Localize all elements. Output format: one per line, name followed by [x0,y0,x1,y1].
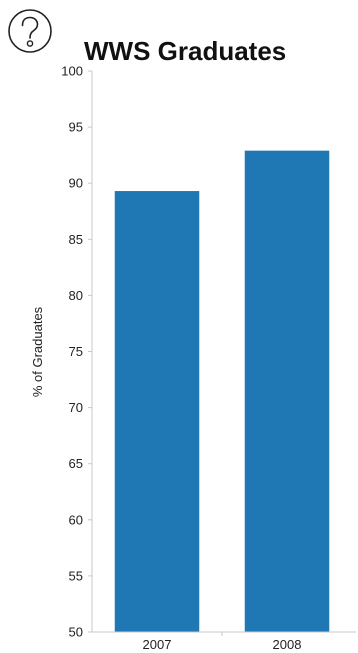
bar-2007[interactable] [114,191,200,632]
y-tick-label: 100 [61,64,83,79]
axes [91,71,356,633]
bar-2008[interactable] [244,150,330,633]
y-tick-label: 55 [69,568,83,583]
y-axis-label: % of Graduates [30,306,45,397]
x-tick-label: 2008 [273,637,302,652]
y-tick-label: 60 [69,512,83,527]
y-tick-label: 65 [69,456,83,471]
bars [114,150,330,633]
x-axis-ticks: 2007 2008 [143,632,302,652]
x-tick-label: 2007 [143,637,172,652]
y-tick-label: 80 [69,288,83,303]
question-circle-icon [8,9,52,53]
y-tick-label: 70 [69,400,83,415]
y-tick-label: 90 [69,176,83,191]
y-tick-label: 85 [69,232,83,247]
help-button[interactable] [7,8,53,54]
y-tick-label: 50 [69,625,83,640]
y-tick-label: 95 [69,120,83,135]
y-axis-ticks: 50 55 60 65 70 75 80 85 90 95 100 [61,64,92,640]
chart-title: WWS Graduates [84,36,287,66]
y-tick-label: 75 [69,344,83,359]
